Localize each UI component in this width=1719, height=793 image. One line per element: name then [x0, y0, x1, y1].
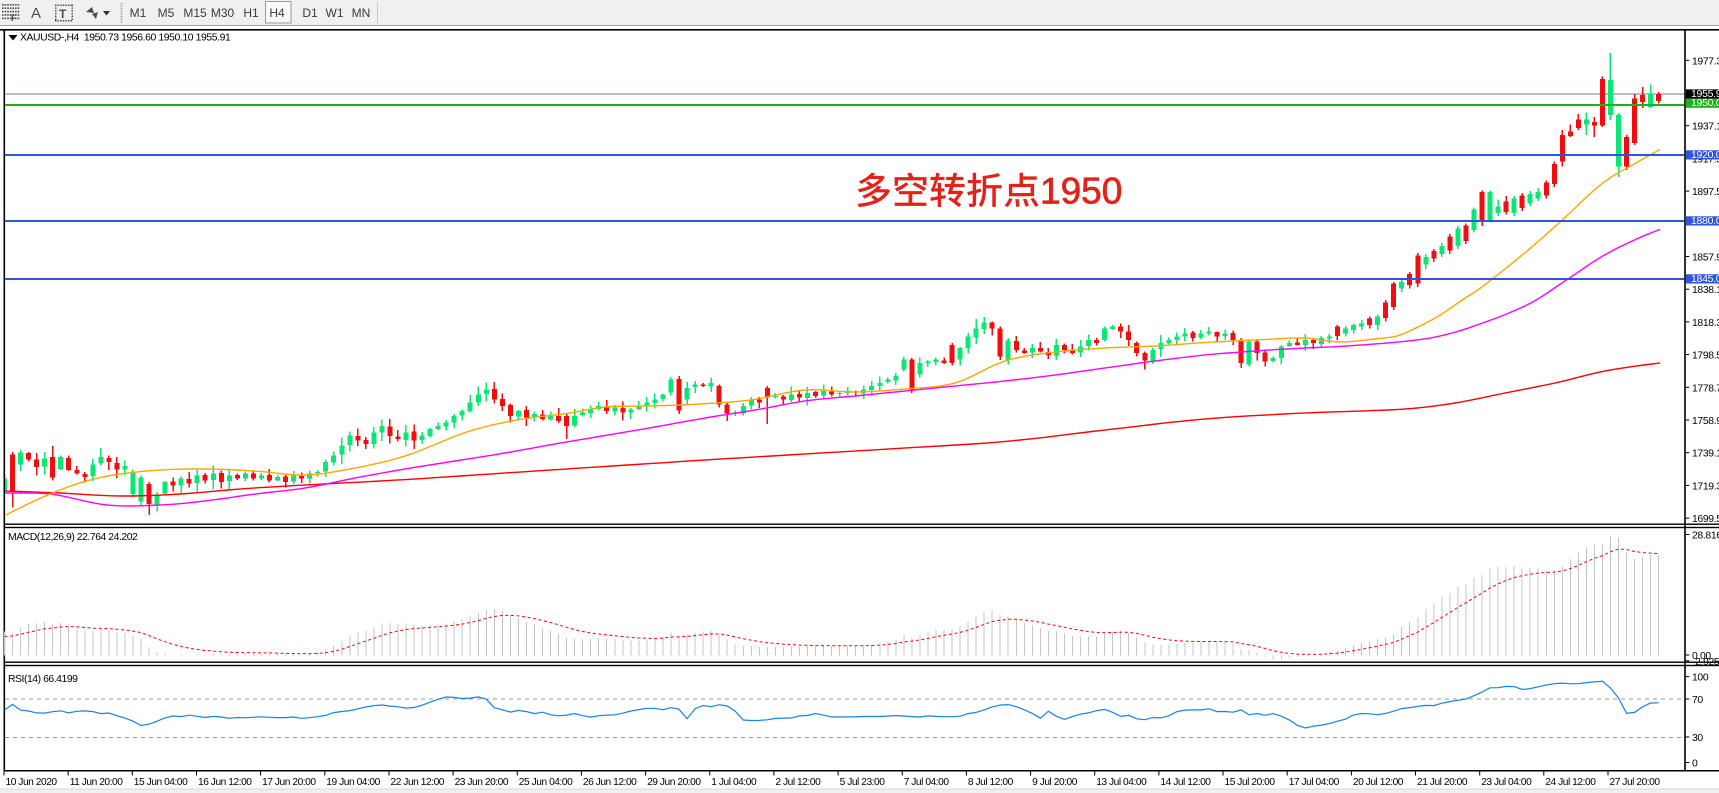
svg-text:H1: H1	[243, 6, 259, 20]
svg-text:M30: M30	[211, 6, 235, 20]
svg-text:100: 100	[1692, 673, 1709, 684]
svg-text:29 Jun 20:00: 29 Jun 20:00	[647, 777, 701, 788]
svg-text:21 Jul 20:00: 21 Jul 20:00	[1417, 777, 1468, 788]
svg-text:20 Jul 12:00: 20 Jul 12:00	[1353, 777, 1404, 788]
svg-text:0.00: 0.00	[1692, 651, 1711, 662]
svg-text:1798.50: 1798.50	[1692, 351, 1719, 362]
svg-text:1977.30: 1977.30	[1692, 56, 1719, 67]
svg-text:1897.50: 1897.50	[1692, 187, 1719, 198]
svg-text:A: A	[31, 5, 41, 22]
svg-text:19 Jun 04:00: 19 Jun 04:00	[326, 777, 380, 788]
svg-text:24 Jul 12:00: 24 Jul 12:00	[1545, 777, 1596, 788]
svg-text:9 Jul 20:00: 9 Jul 20:00	[1032, 777, 1078, 788]
svg-text:-2.925: -2.925	[1692, 657, 1719, 668]
svg-text:M5: M5	[158, 6, 175, 20]
svg-text:7 Jul 04:00: 7 Jul 04:00	[904, 777, 950, 788]
svg-text:1880.00: 1880.00	[1691, 215, 1719, 227]
svg-text:15 Jun 04:00: 15 Jun 04:00	[134, 777, 188, 788]
svg-text:1950: 1950	[1040, 171, 1122, 212]
svg-text:10 Jun 2020: 10 Jun 2020	[6, 777, 58, 788]
svg-text:W1: W1	[326, 6, 344, 20]
svg-text:RSI(14) 66.4199: RSI(14) 66.4199	[8, 674, 78, 685]
svg-text:1838.10: 1838.10	[1692, 285, 1719, 296]
svg-text:25 Jun 04:00: 25 Jun 04:00	[519, 777, 573, 788]
svg-text:70: 70	[1692, 695, 1703, 706]
svg-text:1758.90: 1758.90	[1692, 416, 1719, 427]
svg-text:30: 30	[1692, 733, 1703, 744]
svg-text:16 Jun 12:00: 16 Jun 12:00	[198, 777, 252, 788]
svg-text:22 Jun 12:00: 22 Jun 12:00	[391, 777, 445, 788]
svg-text:1920.00: 1920.00	[1691, 149, 1719, 161]
svg-text:T: T	[59, 7, 67, 21]
svg-text:M1: M1	[130, 6, 147, 20]
svg-text:1719.30: 1719.30	[1692, 481, 1719, 492]
svg-text:1699.50: 1699.50	[1692, 514, 1719, 525]
svg-text:2 Jul 12:00: 2 Jul 12:00	[775, 777, 821, 788]
svg-text:1 Jul 04:00: 1 Jul 04:00	[711, 777, 757, 788]
svg-text:1818.30: 1818.30	[1692, 318, 1719, 329]
svg-text:F: F	[11, 13, 17, 23]
svg-text:XAUUSD-,H4 1950.73 1956.60 19: XAUUSD-,H4 1950.73 1956.60 1950.10 1955.…	[20, 33, 231, 44]
svg-text:MN: MN	[352, 6, 371, 20]
svg-text:1955.91: 1955.91	[1691, 88, 1719, 100]
svg-text:23 Jun 20:00: 23 Jun 20:00	[455, 777, 509, 788]
svg-text:5 Jul 23:00: 5 Jul 23:00	[840, 777, 886, 788]
svg-text:MACD(12,26,9) 22.764 24.202: MACD(12,26,9) 22.764 24.202	[8, 532, 138, 543]
svg-text:8 Jul 12:00: 8 Jul 12:00	[968, 777, 1014, 788]
svg-text:13 Jul 04:00: 13 Jul 04:00	[1096, 777, 1147, 788]
svg-text:1845.00: 1845.00	[1691, 273, 1719, 285]
svg-text:0: 0	[1692, 759, 1698, 770]
svg-text:26 Jun 12:00: 26 Jun 12:00	[583, 777, 637, 788]
svg-text:28.816: 28.816	[1692, 531, 1719, 542]
svg-text:1950.00: 1950.00	[1691, 97, 1719, 109]
svg-text:1778.70: 1778.70	[1692, 383, 1719, 394]
svg-text:H4: H4	[269, 6, 285, 20]
svg-text:1917.30: 1917.30	[1692, 154, 1719, 165]
svg-text:M15: M15	[183, 6, 207, 20]
svg-text:D1: D1	[302, 6, 318, 20]
svg-text:15 Jul 20:00: 15 Jul 20:00	[1225, 777, 1276, 788]
svg-text:23 Jul 04:00: 23 Jul 04:00	[1481, 777, 1532, 788]
svg-text:1937.10: 1937.10	[1692, 122, 1719, 133]
svg-text:27 Jul 20:00: 27 Jul 20:00	[1610, 777, 1661, 788]
svg-text:17 Jun 20:00: 17 Jun 20:00	[262, 777, 316, 788]
svg-text:1739.10: 1739.10	[1692, 449, 1719, 460]
svg-text:14 Jul 12:00: 14 Jul 12:00	[1160, 777, 1211, 788]
svg-text:17 Jul 04:00: 17 Jul 04:00	[1289, 777, 1340, 788]
svg-text:1857.90: 1857.90	[1692, 253, 1719, 264]
svg-text:11 Jun 20:00: 11 Jun 20:00	[70, 777, 124, 788]
